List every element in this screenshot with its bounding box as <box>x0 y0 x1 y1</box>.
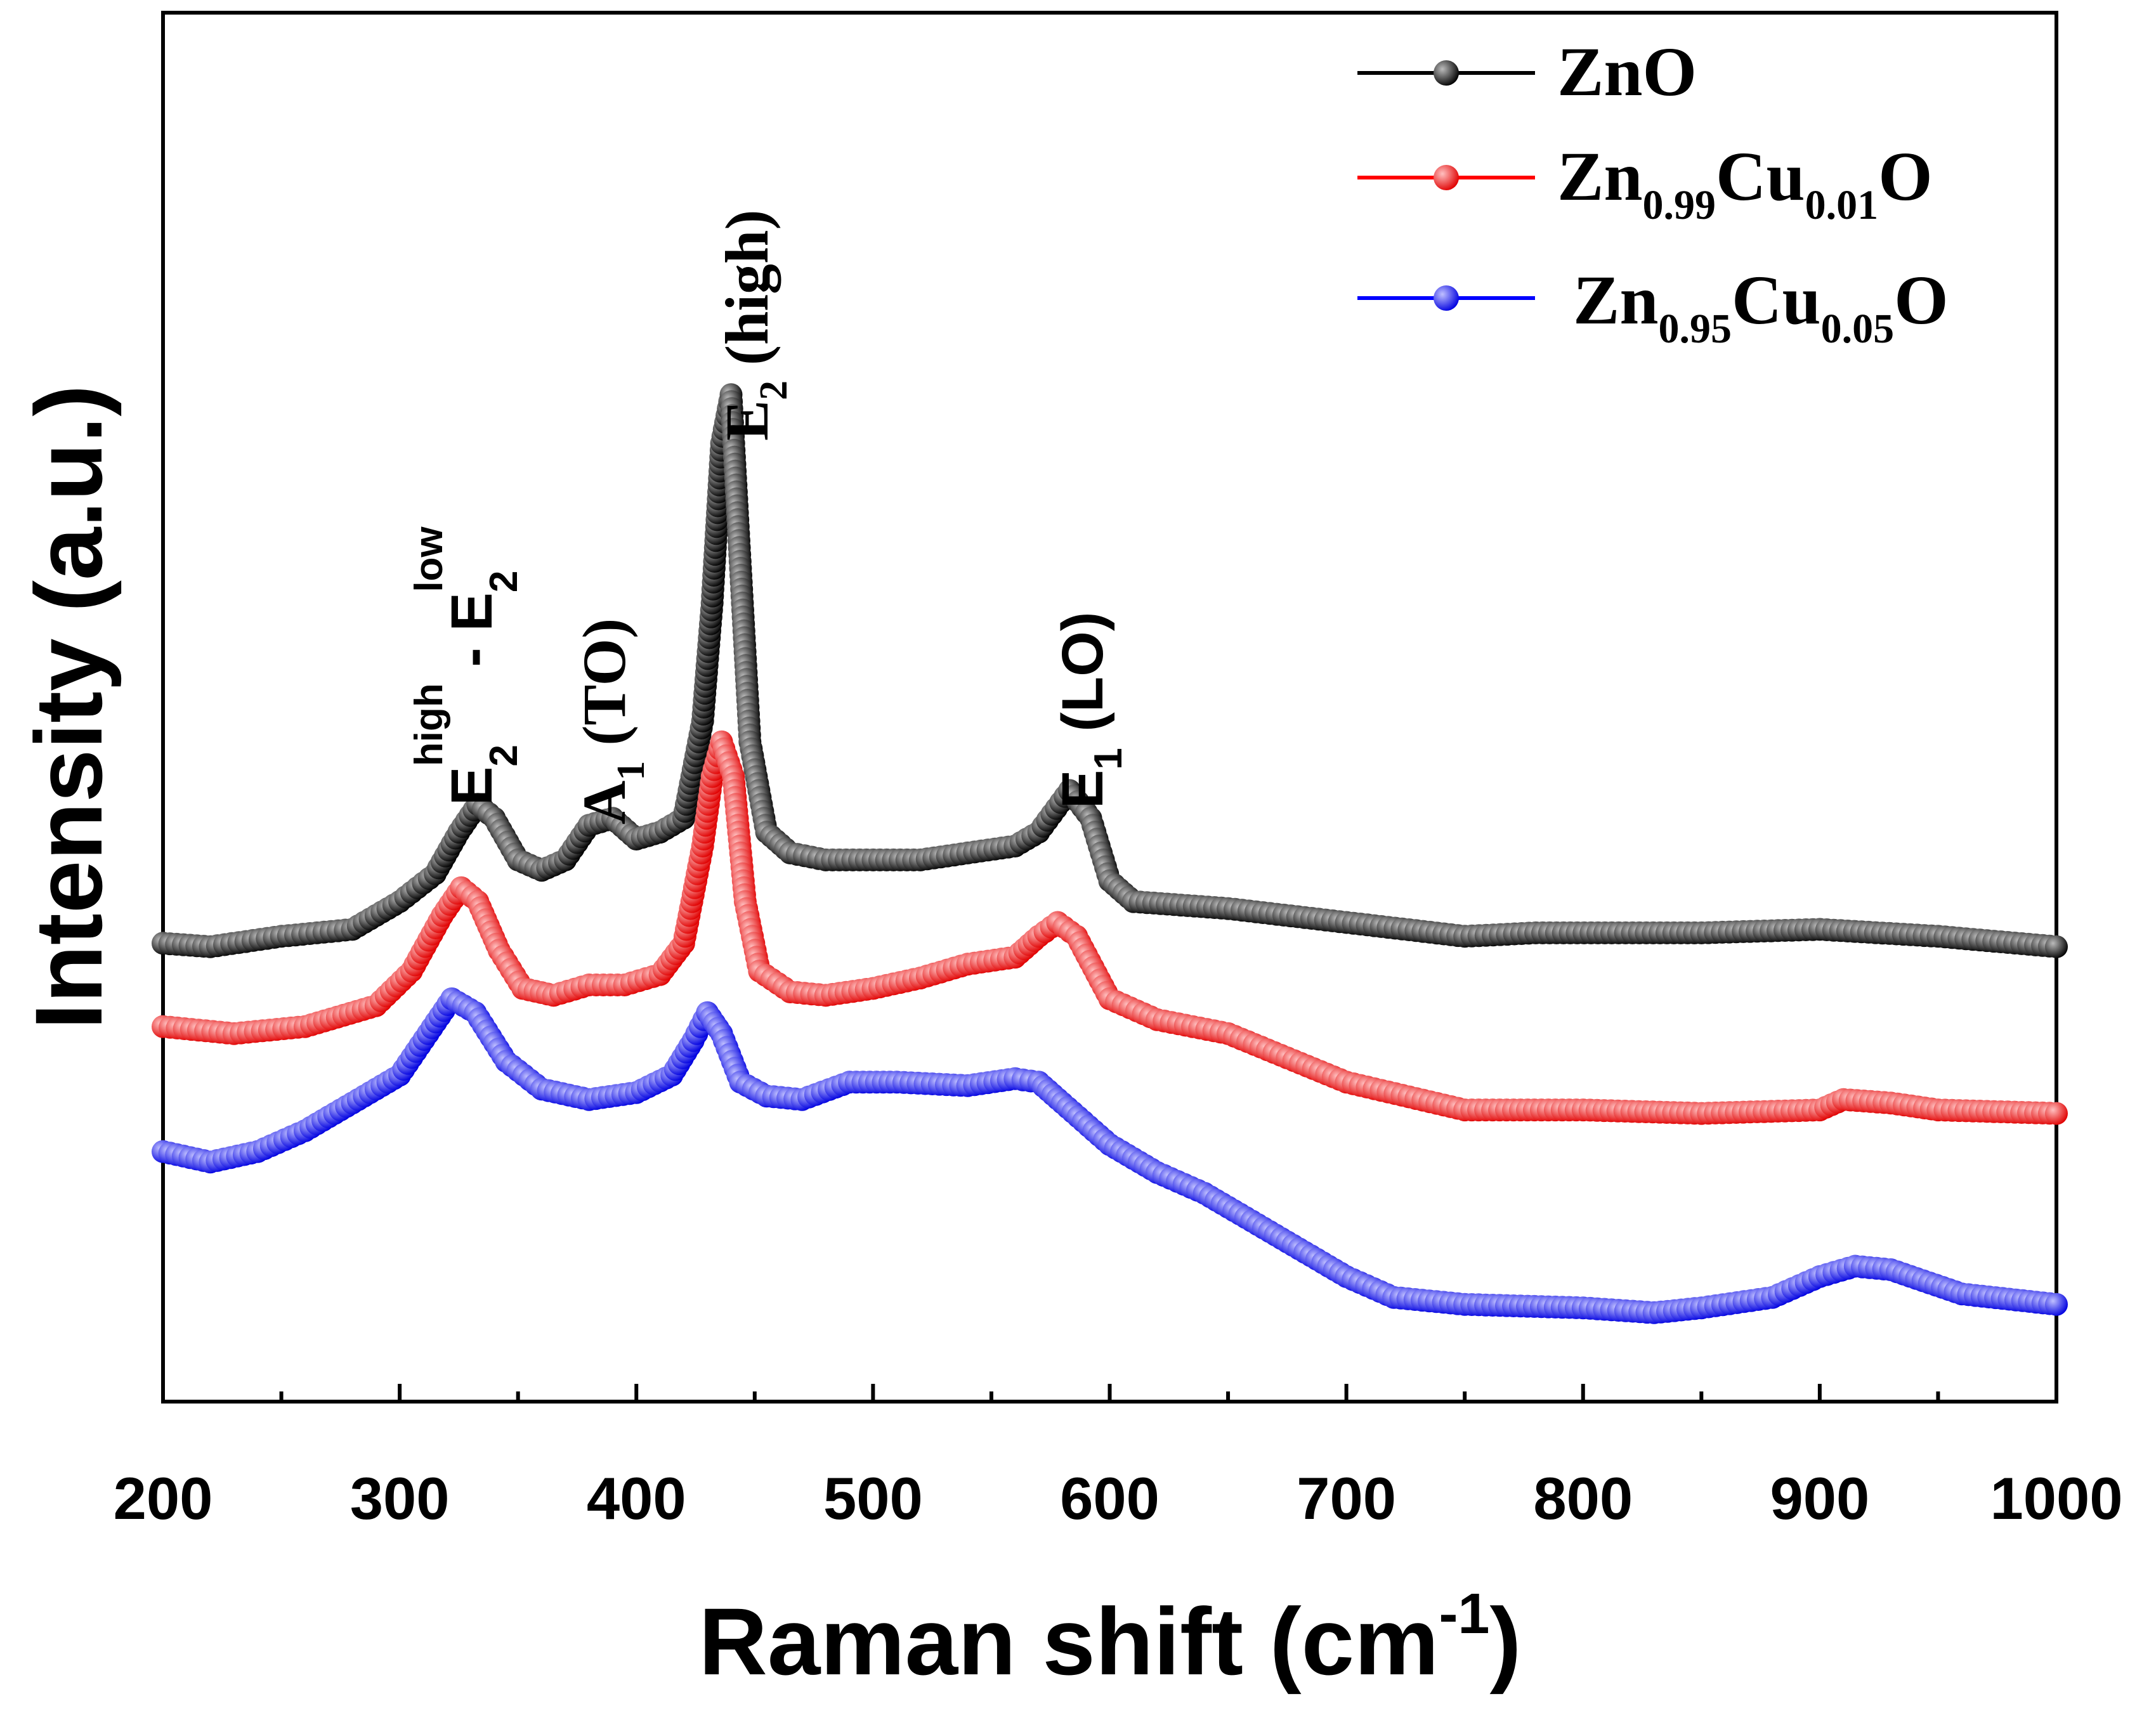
legend-item-zn099cu001o: Zn0.99Cu0.01O <box>1357 138 1933 228</box>
series-2 <box>152 987 2068 1324</box>
annotation-e1-lo: E1 (LO) <box>1050 612 1130 809</box>
x-tick-label-700: 700 <box>1297 1465 1396 1532</box>
series-0-point <box>2045 935 2068 958</box>
x-tick-label-400: 400 <box>587 1465 686 1532</box>
legend-label-zno: ZnO <box>1557 33 1697 110</box>
x-tick-label-200: 200 <box>114 1465 213 1532</box>
annotation-e2high-e2low: E2high - E2low <box>407 526 526 805</box>
series-1 <box>152 730 2068 1125</box>
x-tick-label-900: 900 <box>1770 1465 1869 1532</box>
legend-label-zn095cu005o: Zn0.95Cu0.05O <box>1573 261 1949 352</box>
series-1-point <box>2045 1102 2068 1125</box>
legend-marker-zn099cu001o <box>1434 165 1459 190</box>
x-axis-ticks <box>161 1384 2058 1402</box>
x-tick-label-800: 800 <box>1533 1465 1633 1532</box>
legend-item-zno: ZnO <box>1357 33 1697 110</box>
x-tick-label-1000: 1000 <box>1990 1465 2122 1532</box>
x-tick-label-600: 600 <box>1060 1465 1160 1532</box>
legend-item-zn095cu005o: Zn0.95Cu0.05O <box>1357 261 1949 352</box>
series-layer <box>152 383 2068 1324</box>
series-0 <box>152 383 2068 958</box>
x-axis-tick-labels: 200 300 400 500 600 700 800 900 1000 <box>114 1465 2123 1532</box>
x-axis-title-superscript: -1 <box>1439 1582 1489 1646</box>
annotation-e2-high: E2 (high) <box>713 210 795 441</box>
x-tick-label-300: 300 <box>350 1465 450 1532</box>
series-2-point <box>2045 1293 2068 1316</box>
legend: ZnO Zn0.99Cu0.01O Zn0.95Cu0.05O <box>1357 33 1949 352</box>
legend-marker-zn095cu005o <box>1434 285 1459 311</box>
x-axis-title: Raman shift (cm-1) <box>699 1582 1522 1695</box>
x-tick-label-500: 500 <box>823 1465 923 1532</box>
legend-label-zn099cu001o: Zn0.99Cu0.01O <box>1557 138 1933 228</box>
annotation-a1-to: A1 (TO) <box>570 618 653 824</box>
y-axis-title: Intensity (a.u.) <box>15 385 122 1030</box>
legend-marker-zno <box>1434 60 1459 86</box>
